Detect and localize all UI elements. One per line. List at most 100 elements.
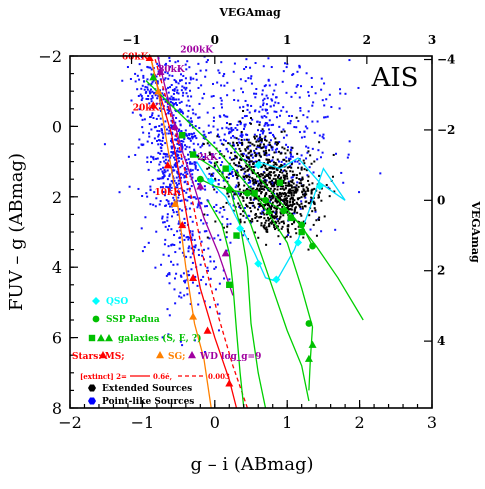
data-point bbox=[253, 181, 256, 184]
data-point bbox=[286, 204, 289, 207]
data-point bbox=[260, 141, 263, 144]
data-point bbox=[318, 191, 321, 194]
data-point bbox=[303, 135, 306, 138]
data-point bbox=[152, 117, 155, 120]
data-point bbox=[176, 170, 179, 173]
data-point bbox=[232, 143, 235, 146]
data-point bbox=[220, 84, 223, 87]
data-point bbox=[264, 165, 267, 168]
data-point bbox=[304, 125, 307, 128]
data-point bbox=[164, 170, 167, 173]
data-point bbox=[267, 189, 270, 192]
data-point bbox=[171, 215, 174, 218]
data-point bbox=[299, 213, 302, 216]
data-point bbox=[160, 149, 163, 152]
data-point bbox=[241, 91, 244, 94]
data-point bbox=[253, 149, 256, 152]
data-point bbox=[283, 169, 286, 172]
data-point bbox=[185, 68, 188, 71]
top-tick-label: 0 bbox=[211, 33, 219, 47]
data-point bbox=[190, 185, 193, 188]
data-point bbox=[274, 220, 277, 223]
ms-marker bbox=[163, 161, 172, 169]
data-point bbox=[320, 199, 323, 202]
data-point bbox=[153, 92, 156, 95]
data-point bbox=[218, 71, 221, 74]
data-point bbox=[293, 186, 296, 189]
data-point bbox=[291, 73, 294, 76]
data-point bbox=[157, 169, 160, 172]
data-point bbox=[278, 203, 281, 206]
data-point bbox=[299, 207, 302, 210]
data-point bbox=[199, 152, 202, 155]
data-point bbox=[168, 282, 171, 285]
data-point bbox=[291, 204, 294, 207]
data-point bbox=[230, 151, 233, 154]
data-point bbox=[134, 80, 137, 83]
data-point bbox=[259, 105, 262, 108]
wd-marker bbox=[196, 182, 205, 190]
data-point bbox=[283, 236, 286, 239]
data-point bbox=[166, 153, 169, 156]
ms-marker bbox=[225, 379, 234, 387]
data-point bbox=[275, 163, 278, 166]
data-point bbox=[160, 129, 163, 132]
data-point bbox=[140, 114, 143, 117]
data-point bbox=[157, 135, 160, 138]
data-point bbox=[271, 193, 274, 196]
track-galaxy-e bbox=[228, 143, 364, 321]
data-point bbox=[182, 74, 185, 77]
data-point bbox=[299, 179, 302, 182]
ssp-marker bbox=[243, 189, 251, 197]
data-point bbox=[175, 210, 178, 213]
data-point bbox=[303, 194, 306, 197]
data-point bbox=[167, 254, 170, 257]
data-point bbox=[312, 200, 315, 203]
data-point bbox=[232, 197, 235, 200]
data-point bbox=[233, 162, 236, 165]
data-point bbox=[269, 144, 272, 147]
data-point bbox=[246, 146, 249, 149]
data-point bbox=[178, 193, 181, 196]
data-point bbox=[267, 173, 270, 176]
data-point bbox=[206, 142, 209, 145]
data-point bbox=[171, 131, 174, 134]
data-point bbox=[247, 77, 250, 80]
data-point bbox=[260, 215, 263, 218]
track-galaxy-s4 bbox=[207, 199, 245, 408]
data-point bbox=[271, 99, 274, 102]
data-point bbox=[266, 97, 269, 100]
data-point bbox=[177, 157, 180, 160]
data-point bbox=[222, 143, 225, 146]
data-point bbox=[217, 69, 220, 72]
data-point bbox=[249, 77, 252, 80]
data-point bbox=[240, 138, 243, 141]
data-point bbox=[185, 170, 188, 173]
data-point bbox=[156, 82, 159, 85]
data-point bbox=[305, 145, 308, 148]
data-point bbox=[197, 254, 200, 257]
data-point bbox=[216, 303, 219, 306]
data-point bbox=[243, 206, 246, 209]
data-point bbox=[232, 158, 235, 161]
data-point bbox=[197, 116, 200, 119]
data-point bbox=[268, 196, 271, 199]
data-point bbox=[165, 62, 168, 65]
data-point bbox=[258, 195, 261, 198]
data-point bbox=[272, 181, 275, 184]
data-point bbox=[193, 196, 196, 199]
data-point bbox=[266, 204, 269, 207]
data-point bbox=[237, 165, 240, 168]
data-point bbox=[235, 155, 238, 158]
ssp-marker bbox=[262, 196, 269, 204]
data-point bbox=[240, 87, 243, 90]
data-point bbox=[274, 148, 277, 151]
data-point bbox=[249, 196, 252, 199]
data-point bbox=[252, 204, 255, 207]
data-point bbox=[255, 88, 258, 91]
data-point bbox=[265, 179, 268, 182]
data-point bbox=[245, 133, 248, 136]
data-point bbox=[169, 183, 172, 186]
data-point bbox=[289, 155, 292, 158]
data-point bbox=[239, 221, 242, 224]
